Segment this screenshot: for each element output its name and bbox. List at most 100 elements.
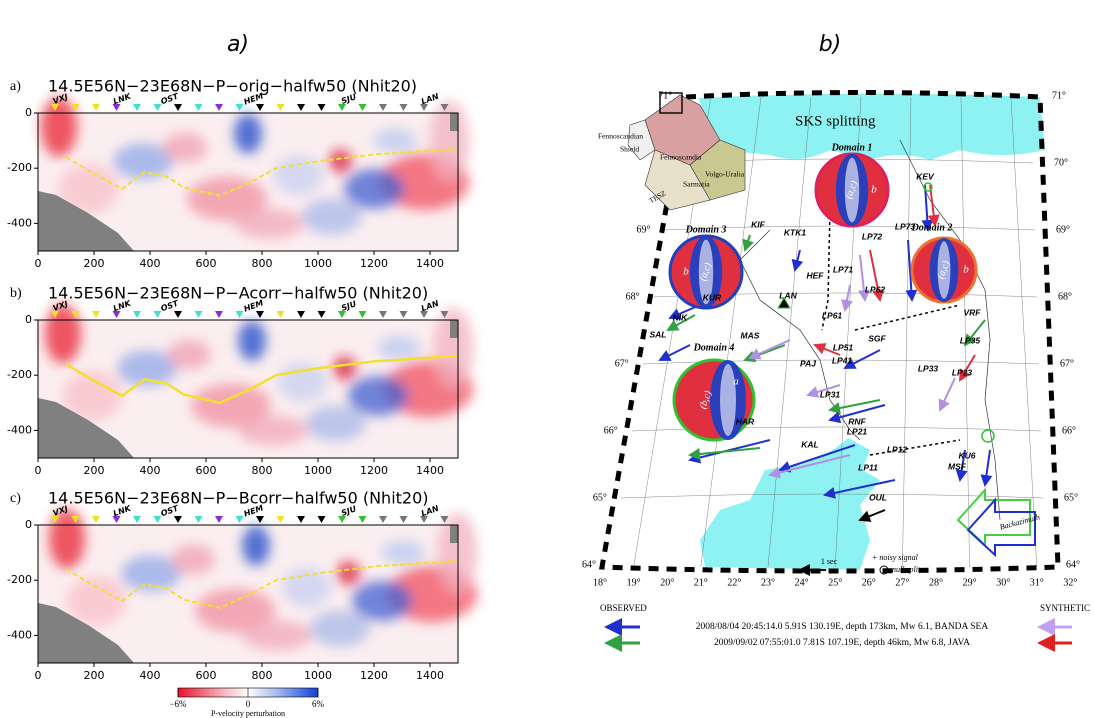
lat-tick-label: 67° xyxy=(1060,358,1074,369)
velocity-anomaly xyxy=(66,575,127,626)
lat-tick-label: 68° xyxy=(1058,291,1072,302)
lat-tick-label: 67° xyxy=(615,358,629,369)
section-frame xyxy=(37,524,459,664)
y-tick-label: -400 xyxy=(7,423,32,436)
station-marker xyxy=(194,104,203,111)
x-tick-label: 1000 xyxy=(304,257,332,270)
lat-tick-label: 64° xyxy=(1066,559,1080,570)
y-tick-label: -200 xyxy=(7,161,32,174)
map-frame xyxy=(599,90,1061,574)
lat-tick-label: 66° xyxy=(1062,425,1076,436)
map-panel: SKS splitting Fennoscandian Shield Fennosca… xyxy=(582,90,1090,652)
splitting-arrow xyxy=(806,384,841,398)
velocity-anomaly xyxy=(273,155,324,196)
station-marker xyxy=(71,311,80,318)
station-label: LP62 xyxy=(865,284,886,294)
lat-tick-label: 70° xyxy=(1054,157,1068,168)
splitting-arrow xyxy=(688,447,761,460)
station-marker xyxy=(235,516,244,523)
station-marker xyxy=(174,516,182,523)
splitting-arrow xyxy=(905,239,918,302)
station-marker xyxy=(440,104,449,111)
velocity-anomaly xyxy=(281,567,332,608)
colorbar-label: P-velocity perturbation xyxy=(211,709,285,718)
domain-pattern xyxy=(720,364,736,436)
x-tick-label: 400 xyxy=(140,257,161,270)
velocity-anomaly xyxy=(373,128,417,153)
velocity-anomaly xyxy=(117,350,177,387)
velocity-anomaly xyxy=(336,561,361,586)
domain-pattern xyxy=(844,157,860,223)
null-split-marker xyxy=(923,182,933,192)
station-marker xyxy=(276,104,285,111)
lon-tick-label: 28° xyxy=(929,577,943,588)
y-tick-label: -400 xyxy=(7,216,32,229)
station-marker xyxy=(215,311,223,318)
station-label: LP33 xyxy=(918,363,939,373)
station-marker xyxy=(235,311,244,318)
x-tick-label: 1000 xyxy=(304,464,332,477)
inset-label: Fennoscandian xyxy=(598,132,643,141)
velocity-anomaly xyxy=(45,303,81,364)
station-marker xyxy=(338,311,346,318)
splitting-arrow xyxy=(869,249,884,302)
y-tick-label: -200 xyxy=(7,368,32,381)
lon-tick-label: 20° xyxy=(660,577,674,588)
station-marker xyxy=(440,311,449,318)
station-label: PAJ xyxy=(800,358,816,368)
velocity-anomaly xyxy=(381,540,425,565)
station-marker xyxy=(153,311,162,318)
station-label: KUR xyxy=(703,292,722,302)
station-label: LAN xyxy=(420,92,440,107)
velocity-anomaly xyxy=(328,149,353,174)
graticule xyxy=(664,225,1036,231)
splitting-arrow xyxy=(828,404,886,424)
domain-axis-label: b xyxy=(871,184,877,196)
inset-label: Shield xyxy=(620,145,639,154)
graticule xyxy=(767,96,812,568)
station-marker xyxy=(51,516,59,523)
x-tick-label: 600 xyxy=(196,257,217,270)
splitting-arrow xyxy=(963,319,986,347)
velocity-field xyxy=(45,303,474,446)
lon-tick-label: 21° xyxy=(694,577,708,588)
velocity-anomaly xyxy=(171,544,215,575)
legend-observed: OBSERVED xyxy=(600,603,647,613)
terrain-mask xyxy=(38,525,458,663)
inset-region xyxy=(627,119,656,161)
inset-label: Volgo-Uralia xyxy=(705,170,745,179)
station-marker xyxy=(194,311,203,318)
moho-line xyxy=(65,559,459,609)
domain-pattern xyxy=(698,239,714,305)
station-marker xyxy=(358,311,367,318)
splitting-arrow xyxy=(857,254,870,302)
station-label: LP71 xyxy=(833,264,854,274)
station-marker xyxy=(420,104,428,111)
velocity-anomaly xyxy=(310,610,370,647)
station-label: LP41 xyxy=(832,355,853,365)
sea xyxy=(700,438,880,570)
station-marker xyxy=(256,311,264,318)
station-label: LP72 xyxy=(862,231,883,241)
tomography-panels: a) 14.5E56N−23E68N−P−orig−halfw50 (Nhit20… xyxy=(7,77,478,718)
terrain-mask xyxy=(38,320,458,458)
station-marker xyxy=(399,516,408,523)
station-marker xyxy=(51,104,59,111)
station-label: OUL xyxy=(869,492,887,502)
section-label: b) xyxy=(10,286,22,301)
velocity-anomaly xyxy=(191,383,271,428)
station-marker xyxy=(338,516,346,523)
domain-axis-label: b xyxy=(963,264,969,276)
splitting-arrow xyxy=(921,184,934,232)
station-marker xyxy=(420,516,428,523)
station-marker xyxy=(358,516,367,523)
x-tick-label: 1200 xyxy=(360,464,388,477)
station-marker xyxy=(256,516,264,523)
lat-tick-label: 64° xyxy=(582,559,596,570)
domain-axis-label: a xyxy=(733,376,739,388)
velocity-anomaly xyxy=(41,96,77,157)
inset-label: Sarmatia xyxy=(683,180,710,189)
velocity-anomaly xyxy=(377,335,421,360)
station-marker xyxy=(276,311,285,318)
station-label: LP12 xyxy=(887,444,908,454)
